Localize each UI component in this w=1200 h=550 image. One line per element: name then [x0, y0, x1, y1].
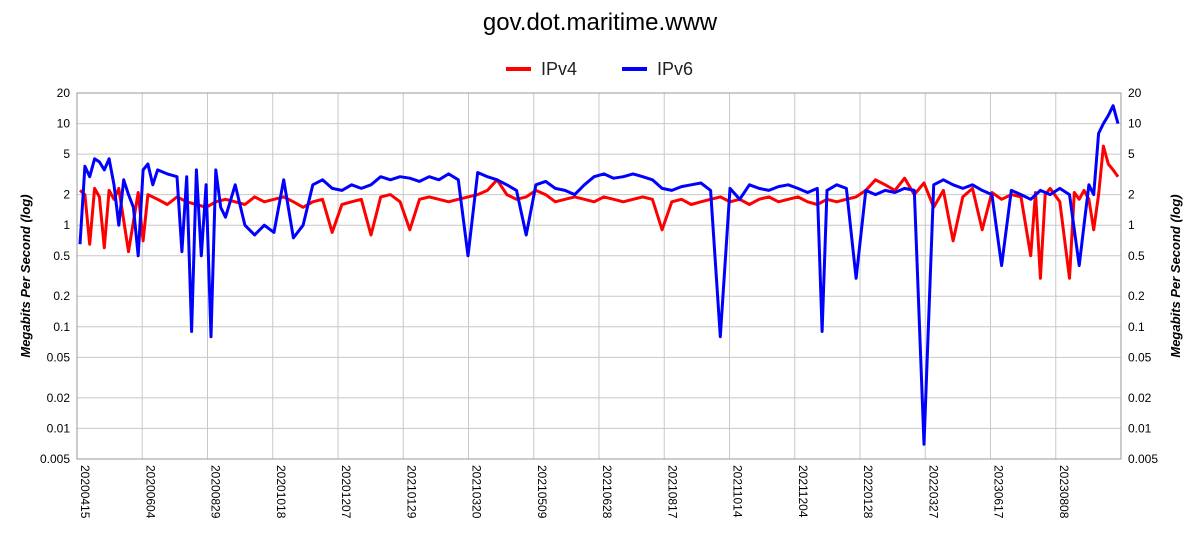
y-tick-label-right: 0.1 — [1128, 320, 1145, 334]
y-tick-label-left: 0.2 — [53, 289, 70, 303]
legend-label-ipv4: IPv4 — [541, 59, 577, 79]
y-tick-label-left: 5 — [63, 147, 70, 161]
series-line-ipv6 — [78, 104, 1120, 446]
plot-area-frame — [76, 92, 1122, 460]
chart-title: gov.dot.maritime.www — [483, 9, 718, 36]
x-tick-label: 20211204 — [796, 465, 810, 518]
x-tick-label: 20210129 — [404, 465, 418, 519]
x-tick-label: 20210509 — [535, 465, 549, 519]
y-tick-label-left: 0.05 — [47, 350, 71, 364]
y-tick-label-left: 2 — [63, 188, 70, 202]
x-tick-label: 20200415 — [78, 465, 92, 519]
y-tick-label-right: 10 — [1128, 117, 1142, 131]
y-tick-label-right: 5 — [1128, 147, 1135, 161]
x-tick-label: 20201207 — [339, 465, 353, 519]
legend: IPv4 IPv6 — [506, 59, 693, 79]
y-tick-label-left: 20 — [57, 86, 71, 100]
y-axis-label-left: Megabits Per Second (log) — [18, 194, 33, 357]
x-tick-label: 20200604 — [143, 465, 157, 519]
y-axis-label-right: Megabits Per Second (log) — [1168, 194, 1183, 357]
y-tick-label-right: 0.02 — [1128, 391, 1152, 405]
tick-labels: 20 20 10 10 5 5 2 2 1 1 0.5 0.5 0.2 0.2 0.1 0.1 0.05 0.05… — [40, 86, 1158, 519]
y-tick-label-right: 0.2 — [1128, 289, 1145, 303]
y-tick-label-left: 0.01 — [47, 421, 71, 435]
x-tick-label: 20210628 — [600, 465, 614, 519]
x-tick-label: 20211014 — [731, 465, 745, 518]
x-tick-label: 20230808 — [1057, 465, 1071, 519]
y-tick-label-right: 0.05 — [1128, 350, 1152, 364]
y-tick-label-right: 1 — [1128, 218, 1135, 232]
y-tick-label-left: 10 — [57, 117, 71, 131]
series-layer — [78, 104, 1120, 446]
x-tick-label: 20201018 — [274, 465, 288, 519]
x-tick-label: 20220327 — [926, 465, 940, 519]
x-tick-label: 20220128 — [861, 465, 875, 519]
y-tick-label-right: 0.01 — [1128, 421, 1152, 435]
series-line-ipv4 — [79, 144, 1120, 280]
y-tick-label-left: 1 — [63, 218, 70, 232]
y-tick-label-left: 0.02 — [47, 391, 71, 405]
x-tick-label: 20230617 — [992, 465, 1006, 519]
y-tick-label-right: 20 — [1128, 86, 1142, 100]
y-tick-label-right: 0.005 — [1128, 452, 1158, 466]
x-tick-label: 20210817 — [665, 465, 679, 519]
x-tick-label: 20210320 — [470, 465, 484, 519]
legend-label-ipv6: IPv6 — [657, 59, 693, 79]
y-tick-label-left: 0.005 — [40, 452, 70, 466]
y-tick-label-right: 2 — [1128, 188, 1135, 202]
x-tick-label: 20200829 — [209, 465, 223, 519]
y-tick-label-left: 0.1 — [53, 320, 70, 334]
y-tick-label-left: 0.5 — [53, 249, 70, 263]
grid — [77, 92, 1121, 460]
y-tick-label-right: 0.5 — [1128, 249, 1145, 263]
